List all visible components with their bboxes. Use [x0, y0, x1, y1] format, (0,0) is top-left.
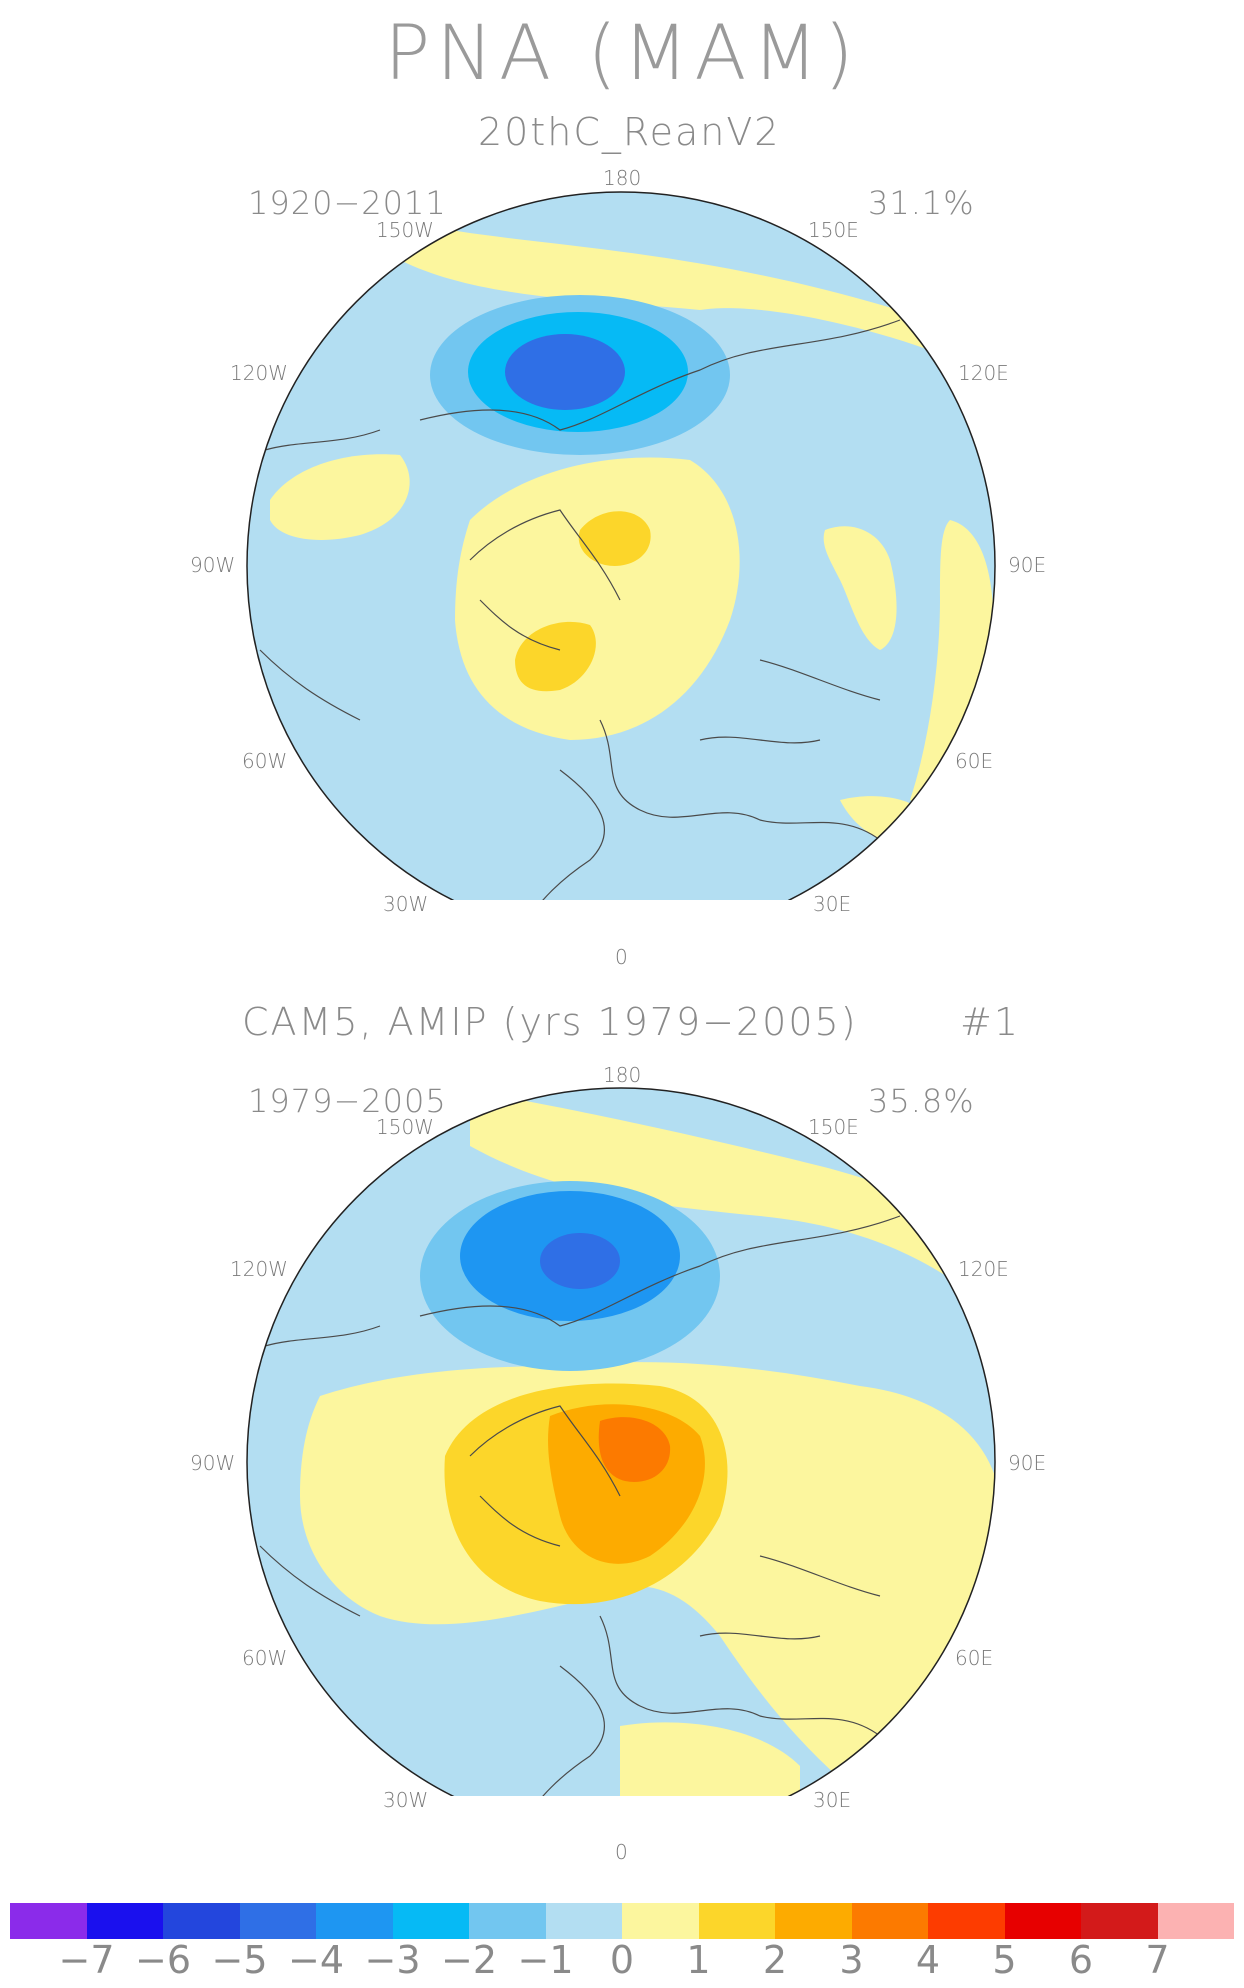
- panel-2-lon-180: 180: [603, 1063, 642, 1087]
- colorbar-tick-label: 3: [839, 1938, 864, 1982]
- panel-2-lon-120e: 120E: [958, 1257, 1009, 1281]
- panel-1-lon-30e: 30E: [813, 892, 852, 916]
- panel-1-lon-60w: 60W: [242, 749, 288, 773]
- panel-1-lon-150w: 150W: [376, 218, 434, 242]
- panel-2-lon-90w: 90W: [190, 1451, 236, 1475]
- panel-1-contours: [247, 192, 995, 900]
- panel-2-lon-30w: 30W: [383, 1788, 429, 1812]
- colorbar-tick-label: 1: [686, 1938, 711, 1982]
- panel-2-lon-90e: 90E: [1008, 1451, 1047, 1475]
- colorbar-tick-label: 5: [992, 1938, 1017, 1982]
- colorbar-swatch: [1004, 1903, 1081, 1939]
- panel-1-lon-90e: 90E: [1008, 553, 1047, 577]
- colorbar-swatch: [163, 1903, 240, 1939]
- panel-1-lon-30w: 30W: [383, 892, 429, 916]
- panel-1-lon-90w: 90W: [190, 553, 236, 577]
- colorbar-tick-label: −1: [517, 1938, 574, 1982]
- panel-2-lon-120w: 120W: [230, 1257, 288, 1281]
- panel-1-map: [246, 191, 996, 900]
- colorbar-swatch: [469, 1903, 546, 1939]
- colorbar-labels: −7 −6 −5 −4 −3 −2 −1 0 1 2 3 4 5 6 7: [0, 1938, 1244, 1988]
- colorbar-swatch: [86, 1903, 163, 1939]
- colorbar: [10, 1903, 1234, 1939]
- panel-2-lon-60w: 60W: [242, 1646, 288, 1670]
- colorbar-swatch: [622, 1903, 699, 1939]
- colorbar-tick-label: 4: [915, 1938, 941, 1982]
- panel-1-period: 1920−2011: [248, 184, 447, 222]
- colorbar-swatch: [698, 1903, 775, 1939]
- panel-1-subtitle: 20thC_ReanV2: [478, 110, 781, 154]
- panel-2-contours: [247, 1088, 995, 1796]
- colorbar-swatch: [10, 1903, 87, 1939]
- panel-1-lon-180: 180: [603, 166, 642, 190]
- panel-2-lon-150w: 150W: [376, 1115, 434, 1139]
- colorbar-tick-label: −2: [440, 1938, 498, 1982]
- colorbar-tick-label: −5: [211, 1938, 268, 1982]
- colorbar-tick-label: −6: [134, 1938, 192, 1982]
- panel-1-lon-0: 0: [615, 945, 628, 969]
- panel-2-lon-60e: 60E: [955, 1646, 994, 1670]
- colorbar-swatch: [928, 1903, 1005, 1939]
- panel-1-lon-150e: 150E: [808, 218, 859, 242]
- panel-2-subtitle: CAM5, AMIP (yrs 1979−2005): [242, 1000, 858, 1044]
- colorbar-tick-label: 7: [1145, 1938, 1170, 1982]
- main-title: PNA (MAM): [384, 8, 860, 97]
- panel-2-lon-150e: 150E: [808, 1115, 859, 1139]
- panel-2-lon-30e: 30E: [813, 1788, 852, 1812]
- colorbar-swatch: [851, 1903, 928, 1939]
- colorbar-swatch: [316, 1903, 393, 1939]
- panel-1-lon-120w: 120W: [230, 361, 288, 385]
- colorbar-tick-label: −4: [287, 1938, 345, 1982]
- colorbar-swatch: [392, 1903, 469, 1939]
- colorbar-tick-label: 6: [1068, 1938, 1094, 1982]
- panel-1-lon-60e: 60E: [955, 749, 994, 773]
- colorbar-tick-label: 2: [762, 1938, 788, 1982]
- colorbar-tick-label: 0: [609, 1938, 635, 1982]
- colorbar-swatch: [545, 1903, 622, 1939]
- panel-2-map: [246, 1087, 996, 1796]
- colorbar-swatch: [775, 1903, 852, 1939]
- panel-1-lon-120e: 120E: [958, 361, 1009, 385]
- panel-2-period: 1979−2005: [248, 1082, 447, 1120]
- panel-2-subtitle-extra: #1: [960, 1000, 1021, 1044]
- colorbar-swatch: [1157, 1903, 1234, 1939]
- colorbar-tick-label: −7: [58, 1938, 115, 1982]
- panel-2-variance: 35.8%: [868, 1082, 975, 1120]
- colorbar-swatch: [1081, 1903, 1158, 1939]
- colorbar-tick-label: −3: [364, 1938, 421, 1982]
- panel-2-lon-0: 0: [615, 1840, 628, 1864]
- panel-1-variance: 31.1%: [868, 184, 975, 222]
- colorbar-swatch: [239, 1903, 316, 1939]
